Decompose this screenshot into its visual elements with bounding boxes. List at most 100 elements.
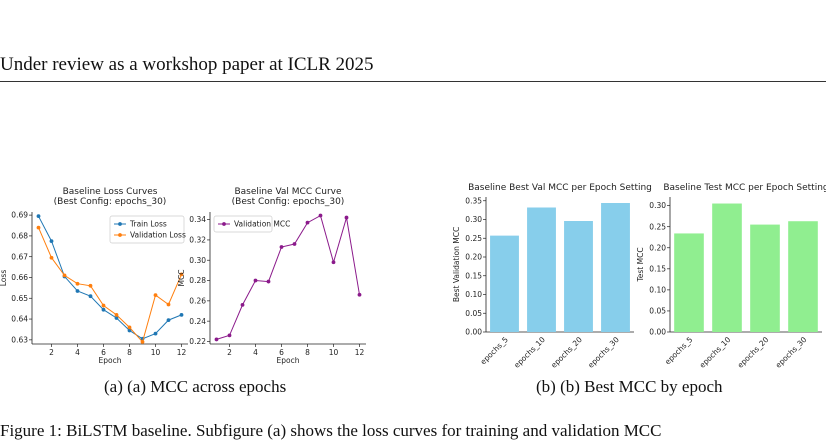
x-tick-label: epochs_30 (774, 335, 809, 370)
y-tick-label: 0.28 (189, 276, 206, 285)
y-tick-label: 0.22 (189, 337, 206, 346)
validation-loss-point (140, 340, 145, 344)
validation-loss-point (153, 293, 158, 298)
bar-epochs-20 (564, 221, 593, 332)
train-loss-point (166, 318, 171, 322)
y-tick-label: 0.32 (189, 236, 206, 245)
y-tick-label: 0.10 (465, 290, 482, 299)
validation-loss-point (114, 312, 119, 317)
legend-label-train-loss: Train Loss (129, 220, 167, 229)
legend-marker-validation-loss (118, 233, 122, 237)
chart-title: Baseline Loss Curves (63, 187, 158, 197)
y-tick-label: 0.05 (649, 307, 666, 316)
train-loss-point (49, 239, 54, 244)
y-tick-label: 0.30 (649, 201, 666, 210)
y-tick-label: 0.69 (11, 211, 28, 220)
x-tick-label: epochs_20 (549, 335, 584, 370)
header-rule (0, 81, 826, 82)
x-tick-label: 4 (75, 348, 80, 357)
x-axis-label: Epoch (99, 356, 122, 365)
y-tick-label: 0.67 (11, 252, 28, 261)
x-tick-label: 4 (253, 348, 258, 357)
y-tick-label: 0.68 (11, 232, 28, 241)
bar-epochs-20 (750, 224, 780, 332)
y-tick-label: 0.24 (189, 317, 206, 326)
x-tick-label: 2 (227, 348, 232, 357)
legend-marker-validation-mcc (222, 222, 226, 226)
chart-title: Baseline Val MCC Curve (234, 187, 342, 197)
x-tick-label: 12 (177, 348, 187, 357)
y-axis-label: MCC (177, 270, 186, 287)
y-tick-label: 0.20 (649, 243, 666, 252)
validation-mcc-point (227, 333, 232, 338)
legend-box (109, 215, 185, 244)
train-loss-point (153, 331, 158, 336)
x-tick-label: 6 (101, 348, 106, 357)
y-tick-label: 0.63 (11, 335, 28, 344)
y-tick-label: 0.00 (649, 328, 666, 337)
legend-label-validation-mcc: Validation MCC (234, 220, 290, 229)
validation-mcc-point (331, 260, 336, 265)
train-loss-point (127, 328, 132, 333)
y-tick-label: 0.15 (649, 264, 666, 273)
train-loss-point (101, 307, 106, 312)
x-tick-label: epochs_5 (663, 335, 694, 366)
legend-marker-train-loss (118, 222, 122, 226)
x-tick-label: 12 (355, 348, 365, 357)
caption-b: (b) (b) Best MCC by epoch (536, 377, 723, 396)
y-tick-label: 0.25 (649, 222, 666, 231)
y-tick-label: 0.35 (465, 196, 482, 205)
validation-mcc-point (292, 242, 297, 246)
best-val-mcc-bar-chart: Baseline Best Val MCC per Epoch Setting 0… (452, 183, 652, 370)
bar-epochs-10 (712, 203, 742, 332)
x-tick-label: 8 (127, 348, 132, 357)
validation-loss-point (179, 272, 184, 277)
y-tick-label: 0.15 (465, 271, 482, 280)
y-axis-label: Best Validation MCC (452, 227, 461, 302)
x-tick-label: 6 (279, 348, 284, 357)
legend-box (213, 215, 273, 233)
x-tick-label: epochs_10 (512, 335, 547, 370)
y-tick-label: 0.64 (11, 315, 28, 324)
validation-mcc-point (357, 292, 362, 297)
running-header: Under review as a workshop paper at ICLR… (0, 54, 374, 75)
chart-title: Baseline Best Val MCC per Epoch Setting (468, 183, 652, 193)
figure-caption: Figure 1: BiLSTM baseline. Subfigure (a)… (0, 421, 662, 440)
validation-loss-point (166, 302, 171, 307)
y-tick-label: 0.34 (189, 215, 206, 224)
bar-epochs-30 (788, 221, 818, 332)
validation-mcc-point (344, 215, 349, 220)
validation-mcc-point (253, 278, 258, 283)
validation-loss-line (38, 227, 182, 343)
y-tick-label: 0.65 (11, 294, 28, 303)
validation-loss-point (36, 225, 41, 230)
validation-mcc-point (266, 279, 271, 284)
train-loss-point (75, 289, 80, 293)
bar-epochs-5 (490, 235, 519, 332)
y-axis-label: Test MCC (636, 247, 645, 282)
y-tick-label: 0.10 (649, 285, 666, 294)
bar-epochs-30 (601, 203, 630, 332)
x-tick-label: 8 (305, 348, 310, 357)
x-tick-label: epochs_30 (586, 335, 621, 370)
validation-mcc-point (240, 303, 245, 307)
y-tick-label: 0.30 (465, 215, 482, 224)
validation-loss-point (49, 255, 54, 260)
x-tick-label: 10 (329, 348, 339, 357)
x-tick-label: epochs_5 (479, 335, 510, 366)
bar-epochs-5 (674, 233, 704, 332)
chart-title: Baseline Test MCC per Epoch Setting (663, 183, 826, 193)
train-loss-point (179, 312, 184, 317)
y-tick-label: 0.30 (189, 256, 206, 265)
chart-title: (Best Config: epochs_30) (232, 197, 345, 207)
x-tick-label: 2 (49, 348, 54, 357)
y-tick-label: 0.20 (465, 253, 482, 262)
validation-loss-point (88, 283, 93, 288)
validation-mcc-line (216, 214, 360, 340)
train-loss-point (88, 294, 93, 299)
validation-loss-point (62, 273, 67, 278)
x-tick-label: epochs_10 (698, 335, 733, 370)
y-tick-label: 0.05 (465, 309, 482, 318)
y-tick-label: 0.00 (465, 328, 482, 337)
chart-title: (Best Config: epochs_30) (54, 197, 167, 207)
